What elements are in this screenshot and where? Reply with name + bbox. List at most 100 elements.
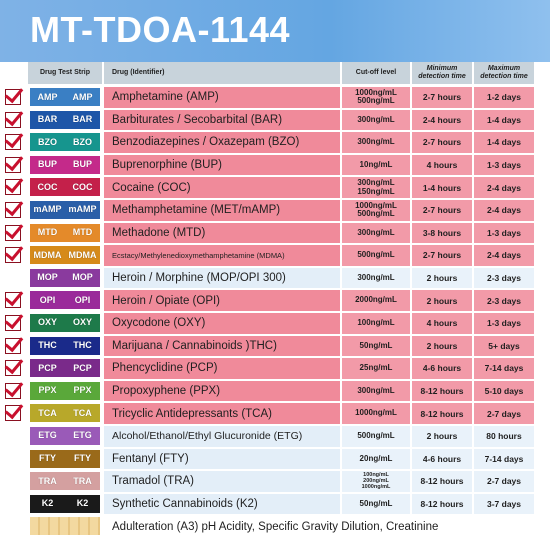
strip-code-label: MTD	[37, 227, 58, 238]
maximum-detection-cell: 1-4 days	[474, 132, 534, 153]
drug-name-cell: Methadone (MTD)	[104, 222, 340, 244]
minimum-detection-cell: 2 hours	[412, 335, 472, 357]
drug-strip-swatch: BZO BZO	[30, 133, 100, 152]
cutoff-level-cell: 2000ng/mL	[342, 290, 410, 311]
strip-code-label: THC	[73, 340, 92, 351]
checkmark-icon	[5, 224, 21, 241]
maximum-detection-cell: 1-3 days	[474, 312, 534, 334]
drug-name-cell: Cocaine (COC)	[104, 177, 340, 198]
drug-strip-swatch: OPI OPI	[30, 291, 100, 310]
table-row: OXY OXY Oxycodone (OXY) 100ng/mL 4 hours 1-3 …	[0, 312, 550, 335]
drug-name-cell: Phencyclidine (PCP)	[104, 358, 340, 379]
strip-code-label: MDMA	[68, 249, 97, 260]
cutoff-level-cell: 500ng/mL	[342, 425, 410, 447]
table-row: OPI OPI Heroin / Opiate (OPI) 2000ng/mL 2 ho…	[0, 289, 550, 312]
drug-strip-swatch: OXY OXY	[30, 313, 100, 332]
strip-code-label: PPX	[73, 385, 92, 396]
table-row: AMP AMP Amphetamine (AMP) 1000ng/mL 500ng/m…	[0, 86, 550, 109]
drug-strip-swatch: mAMP mAMP	[30, 200, 100, 219]
table-row: PCP PCP Phencyclidine (PCP) 25ng/mL 4-6 hour…	[0, 357, 550, 380]
minimum-detection-cell: 2 hours	[412, 425, 472, 447]
strip-code-label: BAR	[72, 114, 93, 125]
strip-code-label: mAMP	[33, 204, 62, 215]
drug-name-cell: Methamphetamine (MET/mAMP)	[104, 199, 340, 221]
maximum-detection-cell: 2-3 days	[474, 267, 534, 289]
minimum-detection-cell: 4-6 hours	[412, 448, 472, 470]
drug-strip-swatch: MOP MOP	[30, 268, 100, 287]
strip-code-label: TRA	[38, 475, 57, 486]
drug-strip-swatch: FTY FTY	[30, 449, 100, 468]
drug-name-cell: Buprenorphine (BUP)	[104, 154, 340, 176]
strip-code-label: TCA	[73, 407, 92, 418]
cutoff-level-cell: 300ng/mL 150ng/mL	[342, 177, 410, 198]
table-row: BAR BAR Barbiturates / Secobarbital (BAR) 3…	[0, 109, 550, 132]
product-code-title: MT-TDOA-1144	[30, 9, 291, 50]
cutoff-level-cell: 25ng/mL	[342, 358, 410, 379]
strip-code-label: BAR	[37, 114, 58, 125]
drug-name-cell: Benzodiazepines / Oxazepam (BZO)	[104, 132, 340, 153]
drug-strip-swatch: AMP AMP	[30, 88, 100, 106]
header-drug-test-strip: Drug Test Strip	[28, 62, 102, 84]
minimum-detection-cell: 2-7 hours	[412, 87, 472, 108]
strip-code-label: BZO	[38, 136, 57, 147]
table-row: K2 K2 Synthetic Cannabinoids (K2) 50ng/mL 8-…	[0, 493, 550, 516]
cutoff-level-cell: 1000ng/mL 500ng/mL	[342, 87, 410, 108]
cutoff-level-cell: 10ng/mL	[342, 154, 410, 176]
drug-name-cell: Marijuana / Cannabinoids )THC)	[104, 335, 340, 357]
maximum-detection-cell: 7-14 days	[474, 358, 534, 379]
table-row: MOP MOP Heroin / Morphine (MOP/OPI 300) 300…	[0, 267, 550, 290]
minimum-detection-cell: 2-7 hours	[412, 199, 472, 221]
strip-code-label: mAMP	[68, 204, 97, 215]
maximum-detection-cell: 2-4 days	[474, 199, 534, 221]
drug-strip-swatch: PPX PPX	[30, 381, 100, 400]
header-drug-identifier: Drug (Identifier)	[104, 62, 340, 84]
strip-code-label: AMP	[72, 91, 93, 102]
table-row: PPX PPX Propoxyphene (PPX) 300ng/mL 8-12 hou…	[0, 380, 550, 403]
strip-code-label: K2	[41, 498, 54, 509]
minimum-detection-cell: 3-8 hours	[412, 222, 472, 244]
drug-strip-swatch: TRA TRA	[30, 472, 100, 491]
checkmark-icon	[5, 179, 21, 196]
strip-code-label: MTD	[72, 227, 93, 238]
strip-code-label: THC	[38, 340, 57, 351]
cutoff-level-cell: 300ng/mL	[342, 109, 410, 131]
cutoff-level-cell: 100ng/mL	[342, 312, 410, 334]
strip-code-label: BUP	[72, 159, 92, 170]
minimum-detection-cell: 8-12 hours	[412, 493, 472, 515]
table-row: ETG ETG Alcohol/Ethanol/Ethyl Glucuronide …	[0, 425, 550, 448]
maximum-detection-cell: 2-7 days	[474, 471, 534, 492]
minimum-detection-cell: 4 hours	[412, 154, 472, 176]
header-maximum-detection: Maximum detection time	[474, 62, 534, 84]
checkmark-icon	[5, 201, 21, 218]
cutoff-level-cell: 1000ng/mL	[342, 403, 410, 424]
drug-strip-swatch: THC THC	[30, 336, 100, 355]
minimum-detection-cell: 2 hours	[412, 267, 472, 289]
drug-strip-swatch: BUP BUP	[30, 155, 100, 174]
checkmark-icon	[5, 156, 21, 173]
drug-name-cell: Alcohol/Ethanol/Ethyl Glucuronide (ETG)	[104, 425, 340, 447]
drug-strip-swatch: K2 K2	[30, 494, 100, 513]
minimum-detection-cell: 8-12 hours	[412, 403, 472, 424]
checkmark-icon	[5, 89, 21, 105]
strip-code-label: FTY	[39, 453, 56, 463]
maximum-detection-cell: 7-14 days	[474, 448, 534, 470]
strip-code-label: ETG	[73, 430, 92, 441]
strip-code-label: PCP	[73, 362, 92, 373]
strip-code-label: PCP	[38, 362, 57, 373]
strip-code-label: OXY	[72, 317, 92, 328]
strip-code-label: TRA	[73, 475, 92, 486]
cutoff-level-cell: 300ng/mL	[342, 222, 410, 244]
minimum-detection-cell: 2-7 hours	[412, 245, 472, 266]
maximum-detection-cell: 5-10 days	[474, 380, 534, 402]
cutoff-level-cell: 1000ng/mL 500ng/mL	[342, 199, 410, 221]
drug-name-cell: Tramadol (TRA)	[104, 471, 340, 492]
checkmark-icon	[5, 292, 21, 309]
drug-strip-swatch: COC COC	[30, 178, 100, 197]
adulteration-strip-swatch	[30, 517, 100, 536]
drug-name-cell: Barbiturates / Secobarbital (BAR)	[104, 109, 340, 131]
strip-code-label: FTY	[74, 453, 91, 463]
table-row: TCA TCA Tricyclic Antidepressants (TCA) 100…	[0, 402, 550, 425]
adulteration-label: Adulteration (A3) pH Acidity, Specific G…	[112, 520, 439, 533]
strip-code-label: OXY	[37, 317, 57, 328]
minimum-detection-cell: 4 hours	[412, 312, 472, 334]
